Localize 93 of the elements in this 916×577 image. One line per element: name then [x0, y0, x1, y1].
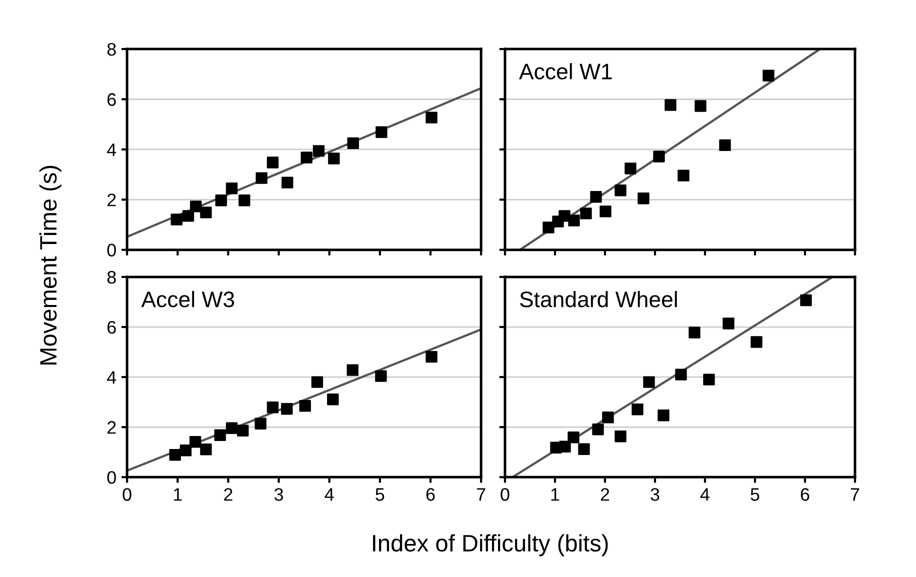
point	[238, 194, 250, 206]
y-axis-title: Movement Time (s)	[39, 166, 62, 364]
point	[643, 376, 655, 388]
point	[750, 336, 762, 348]
point	[237, 424, 249, 436]
point	[182, 210, 194, 222]
y-tick-label: 6	[108, 93, 116, 106]
point	[719, 139, 731, 152]
point	[578, 443, 590, 455]
y-tick-label: 8	[107, 42, 116, 56]
y-tick-label: 0	[107, 471, 116, 484]
point	[328, 152, 340, 164]
x-axis-title: Index of Difficulty (bits)	[373, 534, 608, 556]
point	[299, 400, 311, 412]
x-tick-label: 2	[600, 488, 610, 501]
point	[200, 444, 212, 456]
point	[200, 206, 212, 218]
point	[688, 326, 700, 338]
point	[311, 376, 324, 388]
point	[558, 210, 570, 222]
x-tick-label: 1	[551, 488, 560, 501]
point	[632, 404, 644, 416]
x-tick-label: 0	[500, 488, 510, 501]
point	[675, 368, 687, 380]
point	[559, 440, 571, 452]
x-tick-label: 3	[650, 488, 660, 501]
point	[653, 150, 665, 162]
point	[592, 424, 604, 436]
point	[266, 402, 279, 414]
point	[282, 176, 294, 188]
x-tick-label: 1	[174, 488, 182, 501]
x-tick-label: 7	[476, 488, 486, 501]
x-tick-label: 4	[324, 488, 334, 501]
point	[376, 126, 388, 138]
point	[346, 364, 358, 376]
point	[215, 194, 227, 206]
chart-title: Accel W1	[519, 63, 612, 80]
x-tick-label: 3	[274, 488, 284, 501]
x-tick-label: 0	[122, 488, 132, 501]
point	[762, 70, 774, 82]
point	[312, 145, 325, 157]
point	[638, 192, 650, 204]
chart-title: Standard Wheel	[520, 290, 677, 308]
y-tick-label: 4	[107, 144, 116, 156]
x-tick-label: 6	[426, 488, 435, 501]
point	[800, 294, 812, 306]
point	[694, 100, 706, 112]
point	[300, 152, 312, 164]
point	[170, 214, 182, 226]
point	[602, 412, 614, 424]
point	[426, 350, 438, 363]
point	[614, 430, 626, 442]
point	[614, 184, 626, 196]
point	[580, 208, 592, 220]
x-tick-label: 4	[700, 488, 710, 501]
point	[180, 444, 192, 456]
point	[256, 172, 268, 184]
point	[254, 418, 266, 430]
point	[722, 318, 734, 330]
y-tick-label: 2	[108, 421, 116, 434]
point	[266, 156, 279, 168]
point	[678, 170, 690, 182]
y-tick-label: 4	[107, 371, 116, 384]
point	[214, 429, 226, 441]
point	[590, 191, 602, 203]
point	[568, 432, 580, 444]
chart-title: Accel W3	[141, 290, 234, 308]
point	[347, 137, 359, 150]
point	[426, 112, 438, 124]
y-tick-label: 8	[107, 270, 116, 284]
point	[568, 214, 580, 226]
point	[226, 182, 238, 194]
x-tick-label: 2	[224, 488, 232, 501]
point	[281, 403, 293, 415]
x-tick-label: 7	[850, 488, 860, 501]
point	[375, 370, 387, 382]
x-tick-label: 5	[750, 488, 760, 501]
point	[664, 99, 676, 111]
y-tick-label: 6	[108, 320, 116, 334]
point	[190, 200, 202, 212]
point	[600, 206, 612, 218]
point	[703, 374, 715, 386]
point	[226, 422, 238, 434]
point	[542, 222, 554, 234]
x-tick-label: 5	[376, 488, 384, 501]
x-tick-label: 6	[800, 488, 810, 501]
point	[658, 410, 670, 422]
point	[624, 162, 636, 174]
point	[327, 394, 339, 406]
y-tick-label: 0	[107, 244, 116, 257]
point	[189, 436, 202, 448]
point	[169, 449, 181, 461]
y-tick-label: 2	[108, 194, 116, 206]
